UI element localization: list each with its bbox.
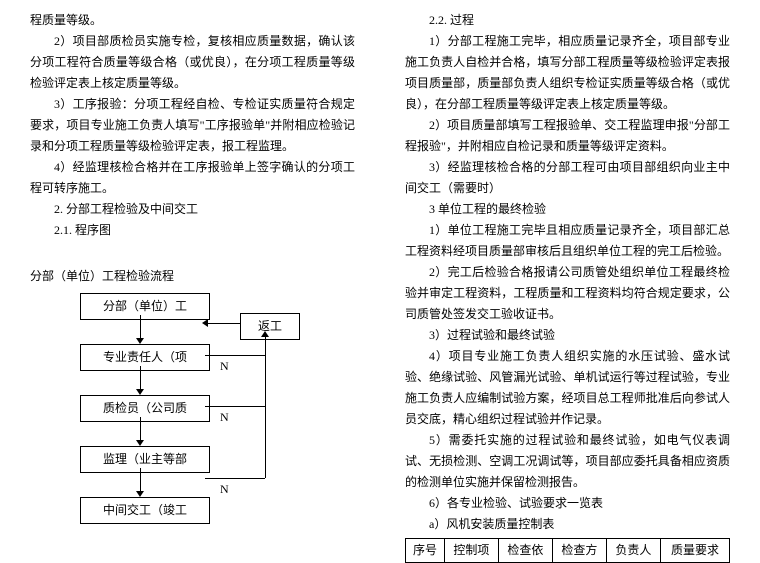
text: 3）经监理核检合格的分部工程可由项目部组织向业主中间交工（需要时） xyxy=(405,157,730,199)
text: 2.2. 过程 xyxy=(405,10,730,31)
flow-edge xyxy=(140,417,141,442)
flow-box: 质检员（公司质 xyxy=(80,395,210,422)
flow-edge xyxy=(140,366,141,391)
text: 2）项目质量部填写工程报验单、交工程监理申报"分部工程报验"，并附相应自检记录和… xyxy=(405,115,730,157)
flow-title: 分部（单位）工程检验流程 xyxy=(30,266,355,287)
text: 5）需委托实施的过程试验和最终试验，如电气仪表调试、无损检测、空调工况调试等，项… xyxy=(405,430,730,493)
arrow-icon xyxy=(202,319,208,327)
flow-box: 监理（业主等部 xyxy=(80,446,210,473)
flow-edge xyxy=(265,335,266,478)
flow-edge xyxy=(205,478,265,479)
text: 4）项目专业施工负责人组织实施的水压试验、盛水试验、绝缘试验、风管漏光试验、单机… xyxy=(405,346,730,430)
flow-box: 分部（单位）工 xyxy=(80,293,210,320)
n-label: N xyxy=(220,479,229,500)
text: 3）过程试验和最终试验 xyxy=(405,325,730,346)
text: 2. 分部工程检验及中间交工 xyxy=(30,199,355,220)
n-label: N xyxy=(220,356,229,377)
text: 4）经监理核检合格并在工序报验单上签字确认的分项工程可转序施工。 xyxy=(30,157,355,199)
flow-edge xyxy=(205,323,240,324)
text: 2.1. 程序图 xyxy=(30,220,355,241)
flowchart: 分部（单位）工 专业责任人（项 质检员（公司质 监理（业主等部 中间交工（竣工 … xyxy=(50,293,310,563)
flow-edge xyxy=(205,406,265,407)
text: a）风机安装质量控制表 xyxy=(405,514,730,535)
flow-edge xyxy=(140,468,141,493)
text: 2）项目部质检员实施专检，复核相应质量数据，确认该分项工程符合质量等级合格（或优… xyxy=(30,31,355,94)
flow-edge xyxy=(205,355,265,356)
flow-box: 专业责任人（项 xyxy=(80,344,210,371)
flow-edge xyxy=(140,315,141,340)
text: 2）完工后检验合格报请公司质管处组织单位工程最终检验并审定工程资料，工程质量和工… xyxy=(405,262,730,325)
text: 3 单位工程的最终检验 xyxy=(405,199,730,220)
text: 1）分部工程施工完毕，相应质量记录齐全，项目部专业施工负责人自检并合格，填写分部… xyxy=(405,31,730,115)
text: 3）工序报验：分项工程经自检、专检证实质量符合规定要求，项目专业施工负责人填写"… xyxy=(30,94,355,157)
arrow-icon xyxy=(261,331,269,337)
text: 6）各专业检验、试验要求一览表 xyxy=(405,493,730,514)
flow-box-return: 返工 xyxy=(240,313,300,340)
flow-box: 中间交工（竣工 xyxy=(80,497,210,524)
text: 1）单位工程施工完毕且相应质量记录齐全，项目部汇总工程资料经项目质量部审核后且组… xyxy=(405,220,730,262)
text: 程质量等级。 xyxy=(30,10,355,31)
n-label: N xyxy=(220,407,229,428)
